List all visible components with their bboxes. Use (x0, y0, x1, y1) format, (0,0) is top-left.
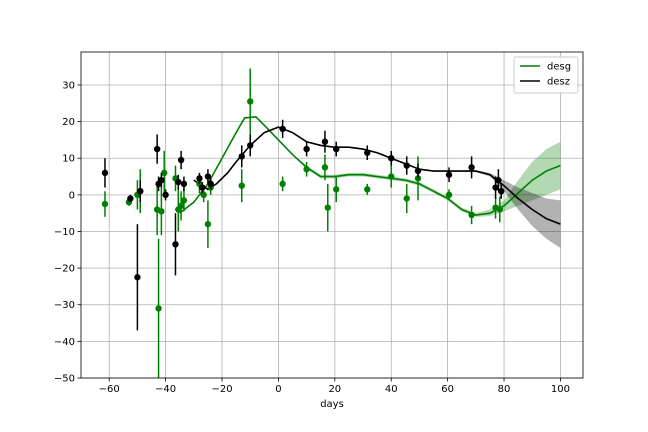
plot-area-background (81, 52, 583, 378)
x-tick-label: −20 (211, 384, 232, 395)
point-desz (196, 175, 203, 182)
point-desg (445, 191, 453, 199)
point-desz (321, 138, 329, 145)
x-tick-label: 80 (498, 384, 511, 395)
y-tick-label: 30 (62, 80, 75, 91)
point-desz (388, 155, 395, 162)
y-tick-label: −30 (54, 300, 75, 311)
point-desg (496, 206, 504, 213)
point-desg (238, 182, 245, 189)
point-desz (204, 173, 212, 180)
x-axis-label: days (320, 399, 344, 410)
point-desz (134, 274, 141, 281)
y-tick-label: 0 (69, 190, 75, 201)
x-tick-label: 60 (441, 384, 454, 395)
point-desz (468, 164, 475, 171)
x-tick-label: 0 (275, 384, 281, 395)
point-desg (158, 208, 165, 215)
plot-frame (80, 51, 584, 379)
point-desz (162, 191, 169, 199)
point-desg (388, 173, 395, 180)
point-desg (364, 186, 371, 193)
point-desg (204, 220, 212, 228)
point-desg (403, 195, 410, 202)
point-desz (207, 180, 214, 188)
point-desz (180, 180, 188, 188)
y-tick-label: −40 (54, 337, 75, 348)
point-desg (321, 164, 329, 171)
point-desz (414, 167, 422, 175)
y-tick-label: 10 (62, 154, 75, 165)
y-tick-label: −20 (54, 264, 75, 275)
point-desg (333, 186, 340, 193)
point-desg (180, 197, 188, 204)
point-desz (445, 171, 453, 178)
point-desz (303, 145, 310, 153)
y-tick-label: −10 (54, 227, 75, 238)
point-desg (160, 169, 168, 177)
point-desz (177, 156, 185, 164)
point-desg (279, 180, 286, 188)
point-desz (403, 162, 410, 169)
point-desz (364, 149, 371, 156)
legend-label-desg: desg (547, 62, 571, 73)
point-desg (247, 98, 254, 105)
point-desz (279, 125, 286, 133)
legend: desg desz (513, 56, 579, 94)
point-desg (324, 204, 331, 211)
legend-label-desz: desz (547, 77, 570, 88)
point-desz (498, 187, 505, 195)
data-points (101, 68, 505, 378)
x-tick-label: 100 (551, 384, 570, 395)
y-tick-label: −50 (54, 374, 75, 385)
x-tick-label: −60 (99, 384, 120, 395)
point-desz (492, 184, 499, 191)
point-desg (200, 191, 207, 199)
point-desz (199, 184, 206, 191)
point-desz (127, 195, 134, 202)
point-desg (468, 211, 475, 219)
point-desz (333, 145, 340, 153)
point-desz (101, 169, 109, 177)
point-desz (172, 241, 179, 248)
x-tick-label: −40 (155, 384, 176, 395)
point-desz (495, 177, 502, 184)
point-desg (177, 202, 185, 210)
point-desg (303, 166, 310, 173)
point-desz (247, 142, 254, 149)
point-desz (137, 187, 144, 195)
point-desg (155, 305, 162, 312)
point-desz (175, 178, 182, 186)
y-tick-label: 20 (62, 117, 75, 128)
point-desg (101, 200, 109, 208)
point-desz (153, 145, 161, 153)
x-tick-label: 40 (385, 384, 398, 395)
x-tick-label: 20 (328, 384, 341, 395)
axis-ticks: −60 −40 −20 0 20 40 60 80 100 −50 −40 −30 −20 −10 0 10 2… (54, 80, 570, 395)
point-desz (238, 153, 245, 160)
point-desz (158, 177, 165, 184)
